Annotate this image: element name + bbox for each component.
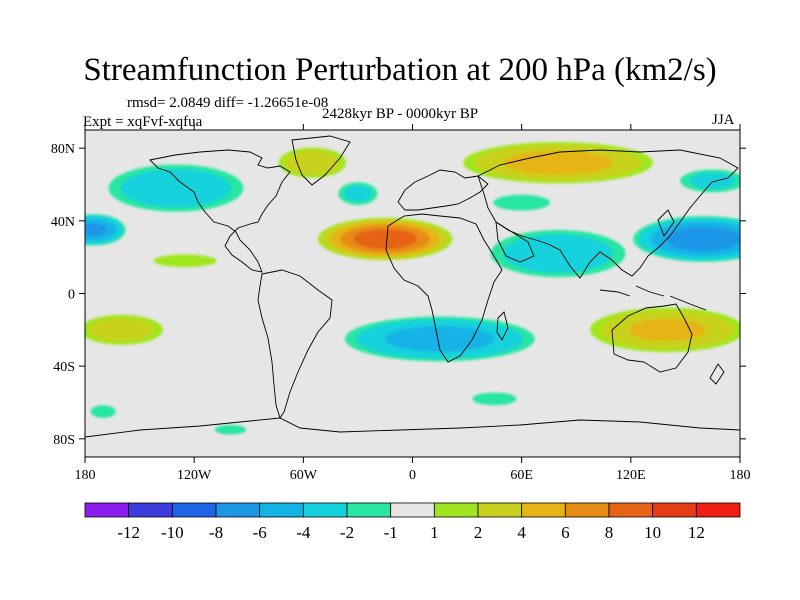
colorbar-swatch-9 — [477, 502, 523, 518]
coastline-madagascar — [496, 311, 509, 341]
colorbar-swatch-11 — [564, 502, 610, 518]
anomaly-6-level-1 — [344, 185, 372, 202]
axis-ticks: 180 120W 60W 0 60E 120E 180 80N 40N 0 40S 80S — [51, 124, 751, 483]
coastline-africa — [385, 213, 503, 363]
colorbar-label: -1 — [384, 523, 398, 542]
field-layer — [85, 142, 740, 435]
x-tick-label: 180 — [75, 468, 96, 483]
coastline-asia — [477, 149, 739, 279]
y-tick-label: 80N — [51, 142, 75, 157]
anomaly-9-level-2 — [384, 325, 495, 352]
coastlines — [85, 135, 740, 438]
colorbar-swatch-8 — [433, 502, 479, 518]
chart-title: Streamfunction Perturbation at 200 hPa (… — [83, 52, 717, 88]
coastline-europe — [397, 169, 489, 211]
coastline-north-america — [149, 149, 291, 273]
colorbar-label: 6 — [561, 523, 570, 542]
colorbar-swatch-14 — [695, 502, 741, 518]
colorbar-label: -6 — [253, 523, 267, 542]
anomaly-3-level-0 — [90, 405, 116, 418]
stats-label: rmsd= 2.0849 diff= -1.26651e-08 — [127, 95, 329, 111]
period-label: 2428kyr BP - 0000kyr BP — [322, 106, 479, 122]
colorbar-swatch-13 — [652, 502, 697, 518]
x-tick-label: 120E — [616, 468, 646, 483]
x-tick-label: 120W — [177, 468, 212, 483]
anomaly-14-level-3 — [666, 226, 740, 252]
anomaly-2-level-1 — [89, 318, 154, 342]
colorbar-label: -12 — [117, 523, 140, 542]
colorbar-swatch-3 — [215, 502, 261, 518]
experiment-label: Expt = xqFvf-xqfua — [83, 114, 203, 130]
colorbar-label: 1 — [430, 523, 439, 542]
colorbar-label: -10 — [161, 523, 184, 542]
anomaly-4-level-0 — [214, 425, 247, 435]
colorbar-swatch-2 — [171, 502, 217, 518]
y-tick-label: 40N — [51, 215, 75, 230]
colorbar-label: 8 — [605, 523, 614, 542]
coastline-antarctica — [85, 417, 740, 438]
colorbar-label: -8 — [209, 523, 223, 542]
y-tick-label: 0 — [68, 288, 75, 303]
coastline-south-america — [257, 269, 333, 420]
coastline-maritime-continent — [599, 285, 707, 311]
anomaly-11-level-2 — [503, 150, 613, 175]
coastline-arabia — [495, 221, 535, 263]
colorbar-swatch-4 — [259, 502, 304, 518]
coastline-greenland — [291, 135, 351, 186]
anomaly-15-level-1 — [689, 172, 736, 189]
coastline-australia — [611, 303, 693, 373]
colorbar-swatch-12 — [608, 502, 654, 518]
colorbar-label: 4 — [517, 523, 526, 542]
season-label: JJA — [712, 112, 735, 128]
colorbar-swatch-1 — [128, 502, 173, 518]
colorbar-swatch-0 — [84, 502, 130, 518]
coastline-japan — [657, 209, 675, 237]
y-tick-label: 80S — [53, 433, 75, 448]
colorbar: -12 -10 -8 -6 -4 -2 -1 1 2 4 6 8 10 12 — [84, 502, 741, 542]
anomaly-13-level-1 — [503, 234, 614, 273]
colorbar-label: 12 — [688, 523, 705, 542]
anomaly-8-level-0 — [153, 254, 217, 268]
colorbar-swatch-6 — [346, 502, 392, 518]
colorbar-label: 2 — [474, 523, 483, 542]
colorbar-label: 10 — [644, 523, 661, 542]
y-tick-label: 40S — [53, 360, 75, 375]
anomaly-16-level-2 — [628, 318, 706, 341]
x-tick-label: 0 — [409, 468, 416, 483]
coastline-new-zealand — [709, 363, 725, 385]
anomaly-5-level-1 — [284, 150, 340, 176]
colorbar-label: -4 — [296, 523, 311, 542]
colorbar-swatch-10 — [521, 502, 566, 518]
anomaly-12-level-0 — [493, 194, 551, 211]
anomaly-1-level-1 — [120, 168, 231, 208]
x-tick-label: 180 — [730, 468, 751, 483]
colorbar-swatch-7 — [390, 502, 435, 518]
colorbar-swatch-5 — [302, 502, 348, 518]
anomaly-10-level-0 — [472, 392, 517, 406]
anomaly-0-level-3 — [85, 223, 107, 237]
x-tick-label: 60E — [510, 468, 533, 483]
colorbar-label: -2 — [340, 523, 354, 542]
anomaly-7-level-4 — [353, 228, 417, 250]
x-tick-label: 60W — [290, 468, 318, 483]
